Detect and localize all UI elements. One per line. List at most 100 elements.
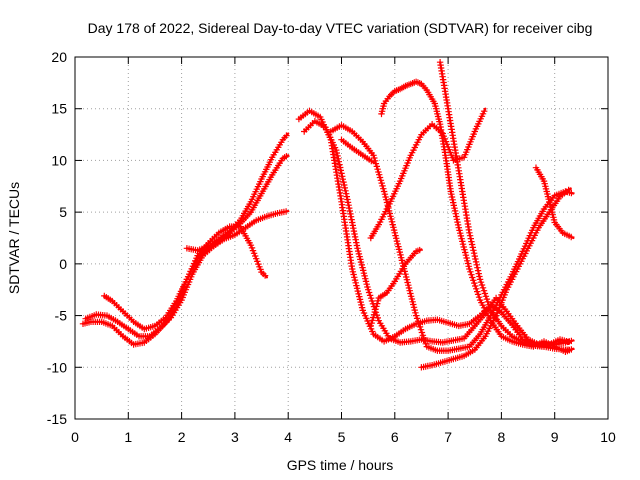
data-series <box>338 136 375 165</box>
x-tick-label: 8 <box>498 429 506 445</box>
x-tick-label: 1 <box>124 429 132 445</box>
data-point <box>368 297 376 305</box>
data-point <box>475 294 483 301</box>
data-point <box>398 257 406 264</box>
data-point <box>405 282 412 289</box>
data-point <box>457 232 465 240</box>
data-point <box>417 326 425 333</box>
data-point <box>485 301 492 308</box>
x-tick-label: 2 <box>178 429 186 445</box>
x-axis-label: GPS time / hours <box>287 457 394 473</box>
data-point <box>383 196 390 203</box>
data-point <box>367 322 374 330</box>
data-point <box>337 167 344 174</box>
data-point <box>403 276 411 283</box>
plot-area <box>79 59 575 371</box>
data-point <box>388 218 396 225</box>
x-tick-label: 3 <box>231 429 239 445</box>
data-point <box>454 221 462 229</box>
data-point <box>342 187 349 194</box>
data-point <box>376 174 384 181</box>
data-point <box>447 123 455 130</box>
data-point <box>463 254 470 262</box>
data-point <box>366 292 374 299</box>
data-point <box>482 293 490 300</box>
x-tick-label: 10 <box>600 429 616 445</box>
data-point <box>456 227 463 234</box>
data-point <box>473 261 480 268</box>
data-point <box>378 179 385 187</box>
data-point <box>568 189 575 197</box>
data-point <box>354 287 361 295</box>
data-point <box>391 229 398 236</box>
data-point <box>466 265 473 273</box>
data-point <box>410 301 417 308</box>
data-point <box>335 158 342 165</box>
data-point <box>459 238 466 245</box>
data-point <box>365 286 372 293</box>
data-point <box>334 152 341 160</box>
data-point <box>353 285 361 292</box>
series-line <box>369 248 423 327</box>
x-tick-label: 4 <box>284 429 292 445</box>
y-tick-label: -5 <box>55 308 68 324</box>
data-point <box>333 149 340 157</box>
data-point <box>395 243 402 250</box>
data-point <box>480 287 488 294</box>
data-series <box>101 153 290 333</box>
data-point <box>476 276 484 283</box>
data-point <box>474 264 481 271</box>
data-series <box>367 246 423 330</box>
data-point <box>421 337 428 345</box>
data-point <box>470 247 477 254</box>
y-tick-label: 10 <box>51 152 67 168</box>
data-point <box>261 272 269 279</box>
data-point <box>355 247 362 255</box>
data-point <box>386 210 393 217</box>
data-point <box>349 265 356 273</box>
data-point <box>468 241 476 248</box>
data-point <box>348 216 355 223</box>
grid <box>75 57 608 419</box>
data-point <box>388 215 395 223</box>
data-point <box>373 303 380 310</box>
data-point <box>414 318 422 325</box>
data-point <box>470 277 477 284</box>
data-point <box>415 320 423 328</box>
data-point <box>467 268 474 275</box>
x-tick-label: 6 <box>391 429 399 445</box>
x-tick-label: 7 <box>444 429 452 445</box>
data-point <box>393 235 400 242</box>
data-point <box>481 108 488 115</box>
data-point <box>470 250 478 257</box>
data-point <box>469 274 476 281</box>
data-point <box>372 160 380 167</box>
y-axis-label: SDTVAR / TECUs <box>6 182 22 294</box>
data-point <box>373 163 380 170</box>
data-point <box>486 304 493 311</box>
data-point <box>420 334 428 342</box>
data-point <box>379 182 386 190</box>
x-tick-label: 9 <box>551 429 559 445</box>
data-point <box>367 295 375 302</box>
data-point <box>472 282 479 290</box>
data-point <box>474 267 482 274</box>
data-point <box>412 312 420 319</box>
y-tick-label: -10 <box>47 359 67 375</box>
data-point <box>357 258 365 266</box>
data-point <box>407 290 414 297</box>
data-point <box>363 281 370 288</box>
data-point <box>408 295 416 303</box>
data-point <box>377 177 385 184</box>
data-point <box>356 253 363 260</box>
data-point <box>350 271 357 278</box>
data-series <box>532 164 575 241</box>
data-point <box>450 202 457 209</box>
data-point <box>416 323 424 331</box>
y-tick-label: 15 <box>51 101 67 117</box>
data-series <box>82 208 290 340</box>
data-point <box>419 332 427 339</box>
data-point <box>474 291 482 298</box>
data-point <box>381 191 389 198</box>
data-point <box>412 309 419 316</box>
